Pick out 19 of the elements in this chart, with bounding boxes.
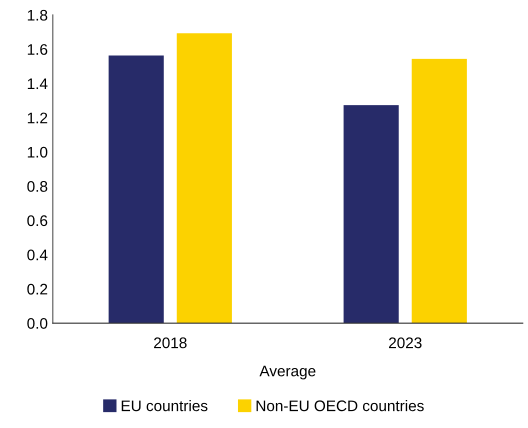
bar	[344, 105, 399, 324]
bar	[176, 33, 232, 324]
bar	[412, 58, 467, 324]
bar	[108, 56, 164, 324]
y-tick-label: 1.2	[28, 112, 48, 124]
y-tick-label: 0.6	[27, 215, 48, 226]
y-tick-label: 1.4	[28, 78, 48, 89]
x-tick-label: 2018	[154, 337, 187, 348]
y-tick-label: 1.6	[28, 44, 48, 55]
y-tick-label: 0.4	[27, 250, 48, 260]
legend-label: Non-EU OECD countries	[256, 400, 424, 412]
legend-label: EU countries	[122, 400, 208, 412]
y-tick-label: 0.2	[27, 284, 48, 295]
y-tick-label: 0.0	[27, 318, 48, 329]
y-tick-label: 0.8	[27, 181, 48, 192]
y-tick-label: 1.0	[28, 146, 48, 158]
y-tick-label: 1.8	[28, 10, 48, 21]
x-tick-label: 2023	[389, 337, 422, 348]
x-axis-title: Average	[259, 366, 316, 380]
